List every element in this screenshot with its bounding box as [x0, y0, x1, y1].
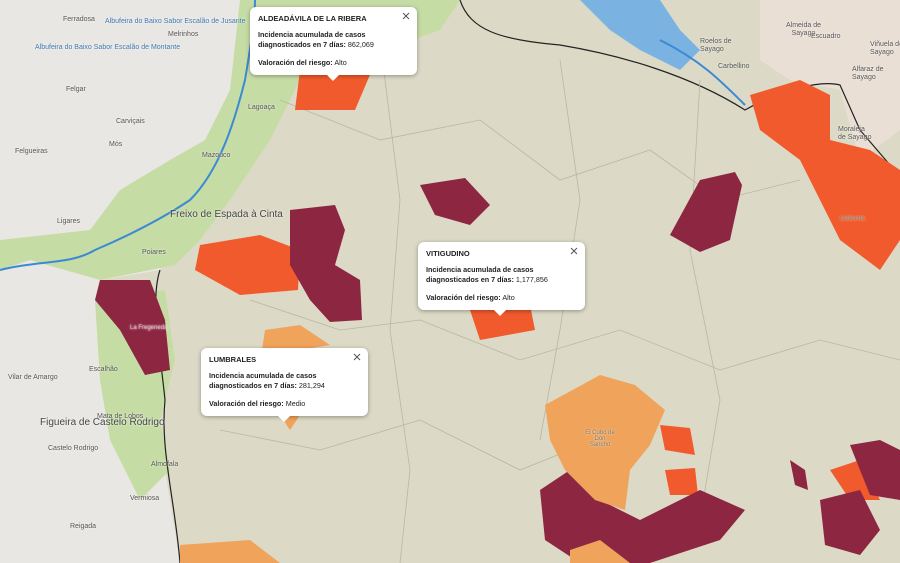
risk-value: Alto — [334, 58, 347, 67]
incidence-label: Incidencia acumulada de casos diagnostic… — [209, 371, 317, 390]
very-high-area — [95, 280, 170, 375]
place-label: Escuadro — [811, 33, 841, 40]
place-label: Reigada — [70, 523, 97, 530]
place-label: Felgar — [66, 86, 86, 93]
place-label: El Cubo de Don Sancho — [585, 430, 615, 448]
place-label: La Fregeneda — [130, 325, 168, 331]
incidence-label: Incidencia acumulada de casos diagnostic… — [426, 265, 534, 284]
popup: LUMBRALES Incidencia acumulada de casos … — [201, 348, 368, 422]
risk-label: Valoración del riesgo: — [209, 399, 284, 408]
place-label: Figueira de Castelo Rodrigo — [40, 417, 165, 428]
water-label: Albufeira do Baixo Sabor Escalão de Jusa… — [105, 18, 245, 26]
place-label: Ferradosa — [63, 16, 95, 23]
risk-value: Alto — [502, 293, 515, 302]
popup: VITIGUDINO Incidencia acumulada de casos… — [418, 242, 585, 316]
place-label: Felgueiras — [15, 148, 48, 155]
place-label: Mazouco — [202, 152, 231, 159]
popup-title: ALDEADÁVILA DE LA RIBERA — [258, 14, 367, 23]
place-label: Almeida de Sayago — [785, 22, 822, 37]
place-label: Mata de Lobos — [97, 413, 144, 420]
place-label: Ligares — [57, 218, 80, 225]
medium-area — [262, 325, 330, 430]
place-label: Almofala — [151, 461, 179, 468]
high-area — [295, 70, 372, 110]
very-high-area — [670, 172, 742, 252]
place-label: Castelo Rodrigo — [48, 445, 99, 452]
place-label: Lagoaça — [248, 104, 275, 111]
risk-label: Valoración del riesgo: — [426, 293, 501, 302]
reservoir — [580, 0, 700, 70]
portugal-area — [0, 0, 250, 563]
high-area — [750, 80, 900, 270]
place-label: Poiares — [142, 249, 166, 256]
close-button[interactable] — [570, 247, 578, 255]
popup-title: VITIGUDINO — [426, 249, 470, 258]
place-label: Escalhão — [89, 366, 118, 373]
very-high-area — [420, 178, 490, 225]
place-label: Carbellino — [718, 63, 750, 70]
spain-east — [760, 0, 900, 160]
place-label: Carviçais — [116, 118, 145, 125]
place-label: Vermiosa — [130, 495, 160, 502]
risk-label: Valoración del riesgo: — [258, 58, 333, 67]
water-label: Albufeira do Baixo Sabor Escalão de Mont… — [35, 44, 181, 51]
river — [0, 0, 746, 271]
place-label: Ledesma — [840, 216, 865, 222]
place-label: Viñuela de Sayago — [870, 41, 900, 56]
incidence-label: Incidencia acumulada de casos diagnostic… — [258, 30, 366, 49]
risk-value: Medio — [285, 399, 306, 408]
popup-title: LUMBRALES — [209, 355, 257, 364]
medium-area — [180, 540, 630, 563]
incidence-value: 281,294 — [298, 381, 325, 390]
border-park — [0, 0, 460, 280]
place-label: Freixo de Espada à Cinta — [170, 209, 283, 220]
high-area — [195, 235, 300, 295]
place-label: Alfaraz de Sayago — [852, 66, 884, 81]
high-area — [470, 305, 535, 340]
close-button[interactable] — [402, 12, 410, 20]
very-high-area — [290, 205, 362, 322]
very-high-area — [790, 440, 900, 555]
very-high-area — [540, 470, 745, 563]
medium-area — [545, 375, 665, 510]
incidence-areas — [95, 70, 900, 563]
place-label: Roelos de Sayago — [700, 38, 732, 53]
place-label: Mós — [109, 141, 123, 148]
high-area — [660, 425, 880, 500]
place-label: Melrinhos — [168, 31, 199, 38]
close-button[interactable] — [353, 353, 361, 361]
incidence-value: 1,177,856 — [515, 275, 548, 284]
place-label: Moraleja de Sayago — [838, 126, 872, 141]
incidence-value: 862,069 — [347, 40, 374, 49]
popup: ALDEADÁVILA DE LA RIBERA Incidencia acum… — [250, 7, 417, 81]
place-label: Vilar de Amargo — [8, 374, 58, 381]
